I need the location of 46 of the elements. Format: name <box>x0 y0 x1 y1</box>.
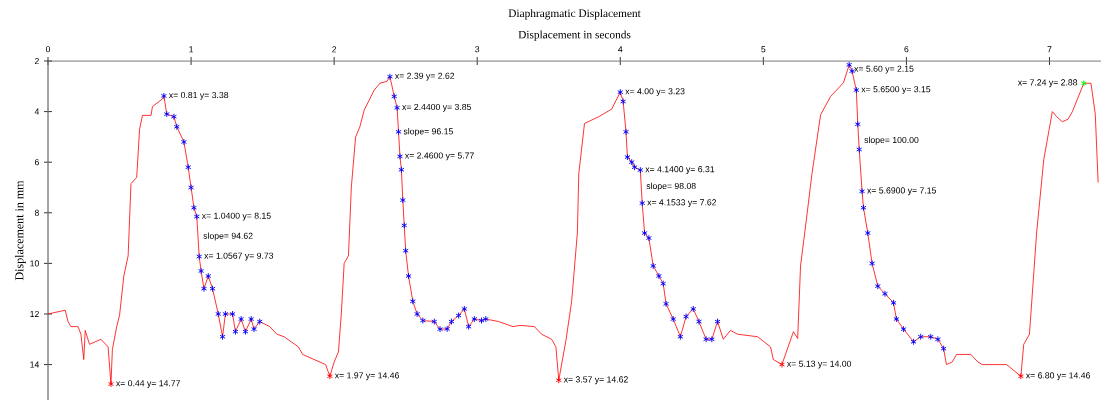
annotation: x= 5.6500 y= 3.15 <box>861 86 931 95</box>
annotation: x= 5.6900 y= 7.15 <box>867 187 937 196</box>
y-axis-title: Displacement in mm <box>14 180 26 281</box>
point <box>1080 79 1087 87</box>
annotation: x= 2.4400 y= 3.85 <box>402 103 472 112</box>
y-tick-label: 8 <box>34 209 39 216</box>
annotation: x= 4.1533 y= 7.62 <box>647 199 717 208</box>
annotation: x= 4.00 y= 3.23 <box>625 88 685 97</box>
annotation: x= 5.60 y= 2.15 <box>854 65 914 74</box>
point <box>1017 372 1024 380</box>
point <box>107 380 114 388</box>
annotation: x= 5.13 y= 14.00 <box>786 360 852 369</box>
chart-title: Diaphragmatic Displacement <box>508 9 641 20</box>
point <box>555 376 562 384</box>
annotation: slope= 94.62 <box>203 232 253 241</box>
x-axis-title: Displacement in seconds <box>518 30 631 41</box>
annotation: x= 1.0400 y= 8.15 <box>201 212 271 221</box>
annotation: x= 2.39 y= 2.62 <box>394 72 455 81</box>
point <box>326 372 333 380</box>
x-tick-label: 7 <box>1047 46 1052 53</box>
annotation: x= 0.44 y= 14.77 <box>116 380 180 388</box>
annotation: slope= 100.00 <box>864 136 919 145</box>
annotation: x= 3.57 y= 14.62 <box>563 376 628 385</box>
annotation: x= 6.80 y= 14.46 <box>1025 372 1090 381</box>
y-tick-label: 2 <box>34 57 39 65</box>
x-tick-label: 4 <box>618 46 623 53</box>
x-tick-label: 1 <box>189 46 194 53</box>
x-tick-label: 3 <box>475 46 480 53</box>
x-tick-label: 6 <box>904 46 909 53</box>
point <box>778 361 785 368</box>
annotation: slope= 98.08 <box>646 182 696 191</box>
x-tick-label: 2 <box>332 46 337 53</box>
y-tick-label: 14 <box>30 361 40 368</box>
annotation: slope= 96.15 <box>403 128 453 137</box>
y-tick-label: 12 <box>30 310 39 317</box>
y-tick-label: 6 <box>34 159 39 166</box>
annotation: x= 2.4600 y= 5.77 <box>405 152 474 161</box>
annotation: x= 1.97 y= 14.46 <box>334 372 399 381</box>
annotation: x= 1.0567 y= 9.73 <box>204 252 274 261</box>
x-tick-label: 5 <box>761 46 766 53</box>
x-tick-label: 0 <box>45 46 51 53</box>
y-tick-label: 10 <box>30 260 39 267</box>
y-tick-label: 4 <box>34 108 40 115</box>
annotation: x= 7.24 y= 2.88 <box>1017 79 1078 88</box>
annotation: x= 0.81 y= 3.38 <box>168 91 229 100</box>
annotation: x= 4.1400 y= 6.31 <box>645 166 715 174</box>
